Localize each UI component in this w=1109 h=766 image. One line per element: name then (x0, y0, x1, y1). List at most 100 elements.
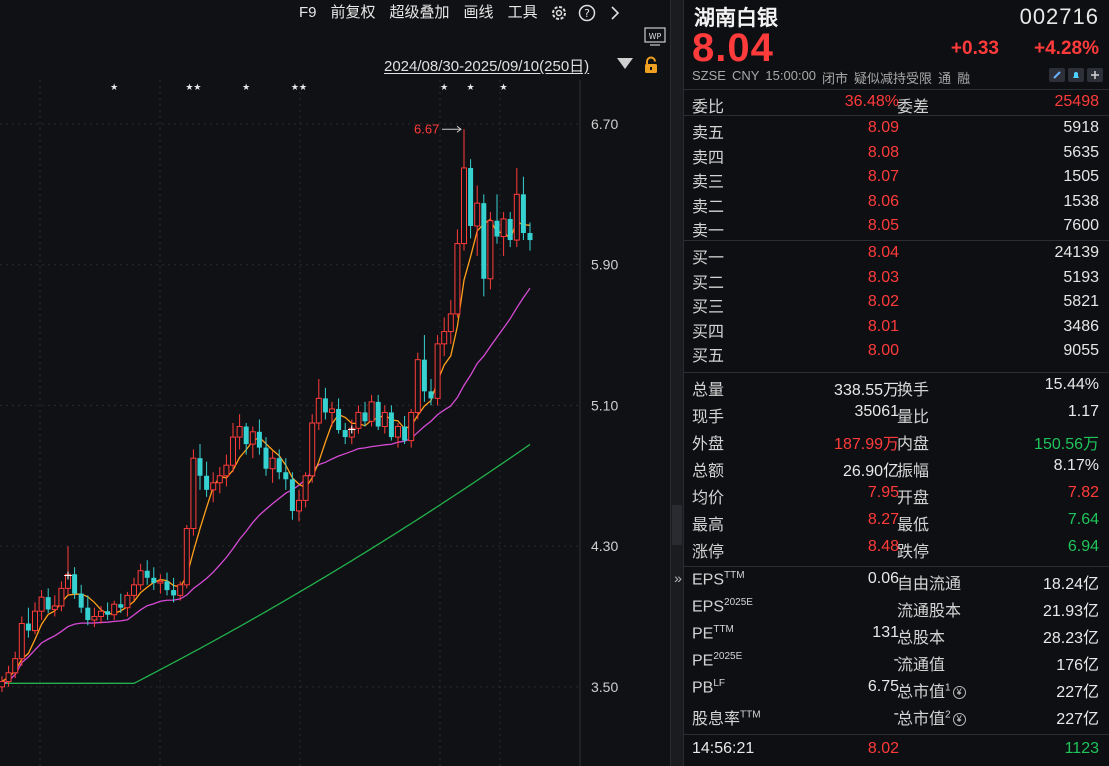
bid-row-4[interactable]: 买四 8.01 3486 (684, 315, 1109, 341)
candle-body (190, 457, 197, 530)
candle-body (447, 313, 454, 333)
collapse-handle[interactable] (672, 505, 682, 545)
ask-row-4[interactable]: 卖四 8.08 5635 (684, 141, 1109, 167)
candle-body (428, 391, 434, 399)
bid-row-5[interactable]: 买五 8.00 9055 (684, 339, 1109, 365)
star-mark: ★ (467, 83, 475, 93)
candle-body (474, 202, 481, 227)
ask-label: 卖五 (692, 125, 725, 142)
bid-price: 8.00 (867, 342, 899, 359)
candle-body (336, 408, 342, 431)
pencil-icon[interactable] (1049, 68, 1065, 82)
lock-icon[interactable] (642, 56, 660, 74)
candle-body (289, 479, 295, 511)
stat-label: 最低 (897, 517, 930, 534)
y-tick-label: 3.50 (591, 679, 618, 695)
candle-body (151, 577, 157, 584)
ask-price: 8.07 (867, 168, 899, 185)
expand-arrow-icon[interactable]: » (674, 570, 682, 586)
fundamental-value: - (893, 651, 899, 668)
quote-time: 15:00:00 (765, 68, 817, 83)
restriction-badge: 疑似减持受限 (854, 71, 933, 86)
candle-body (216, 475, 223, 484)
bid-label: 买五 (692, 348, 725, 365)
fundamental-row: EPS2025E 流通股本 21.93亿 (684, 594, 1109, 621)
ask-price: 8.05 (867, 217, 899, 234)
stat-label: 内盘 (897, 436, 930, 453)
bid-price: 8.03 (867, 268, 899, 286)
candle-body (171, 590, 177, 596)
yuan-circle-icon: ¥ (952, 686, 966, 699)
bid-volume: 3486 (1063, 317, 1099, 335)
candle-body (355, 411, 362, 429)
quote-info-line: SZSE CNY 15:00:00 闭市 疑似减持受限 通 融 (692, 68, 970, 87)
kline-chart-pane[interactable]: F9 前复权 超级叠加 画线 工具 ? WP 2024/08/30-2025/0… (0, 0, 672, 766)
pane-divider[interactable] (670, 0, 684, 766)
toolbar-overlay-button[interactable]: 超级叠加 (389, 4, 450, 21)
ask-label: 卖二 (692, 198, 725, 216)
stat-value: 7.64 (1067, 511, 1099, 528)
candle-body (461, 167, 467, 245)
candle-body (78, 593, 84, 608)
chevron-right-icon[interactable] (604, 2, 626, 24)
candle-body (223, 464, 230, 477)
range-dropdown-icon[interactable] (617, 58, 633, 69)
wp-icon[interactable]: WP (644, 27, 666, 47)
add-watchlist-icon[interactable] (1087, 68, 1103, 82)
bid-row-1[interactable]: 买一 8.04 24139 (684, 241, 1109, 267)
toolbar-adjust-button[interactable]: 前复权 (330, 4, 376, 21)
toolbar-f9-button[interactable]: F9 (299, 4, 317, 21)
ask-row-1[interactable]: 卖一 8.05 7600 (684, 214, 1109, 240)
bid-label: 买三 (692, 299, 725, 316)
margin-badge: 融 (957, 71, 971, 86)
candle-body (276, 458, 282, 473)
candle-body (111, 603, 118, 616)
fundamental-row: EPSTTM 0.06 自由流通 18.24亿 (684, 567, 1109, 594)
candle-body (434, 343, 441, 399)
candle-body (414, 359, 421, 413)
candle-body (177, 584, 184, 596)
ask-row-5[interactable]: 卖五 8.09 5918 (684, 116, 1109, 142)
candle-body (507, 218, 513, 241)
bid-row-2[interactable]: 买二 8.03 5193 (684, 266, 1109, 292)
tick-volume: 1123 (1064, 740, 1099, 757)
bid-price: 8.02 (867, 293, 899, 310)
candle-body (45, 597, 51, 610)
candle-body (197, 458, 203, 476)
bid-row-3[interactable]: 买三 8.02 5821 (684, 290, 1109, 316)
tick-time: 14:56:21 (692, 740, 755, 757)
candle-body (454, 243, 461, 315)
fundamental-row: 股息率TTM - 总市值2 ¥ 227亿 (684, 702, 1109, 729)
bell-icon[interactable] (1068, 68, 1084, 82)
fundamental-value: - (893, 705, 899, 722)
stat-label: 外盘 (692, 436, 725, 453)
candle-body (421, 359, 427, 392)
fundamental-value: 227亿 (1056, 711, 1099, 728)
fundamental-value: 176亿 (1056, 657, 1099, 674)
stat-value: 8.48 (867, 538, 899, 555)
help-icon[interactable]: ? (576, 2, 598, 24)
ask-price: 8.09 (867, 119, 899, 136)
candle-body (468, 167, 474, 226)
stats-row: 总量 338.55万 换手 15.44% (684, 373, 1109, 400)
date-range-label[interactable]: 2024/08/30-2025/09/10(250日) (384, 58, 590, 75)
stats-row: 最高 8.27 最低 7.64 (684, 508, 1109, 535)
ask-label: 卖四 (692, 149, 725, 167)
stat-label: 最高 (692, 517, 725, 534)
ask-row-2[interactable]: 卖二 8.06 1538 (684, 190, 1109, 216)
toolbar-draw-button[interactable]: 画线 (463, 4, 494, 21)
candle-body (72, 574, 78, 594)
stats-section: 总量 338.55万 换手 15.44% 现手 35061 量比 1.17 外盘 187.99… (684, 372, 1109, 562)
stat-value: 26.90亿 (842, 463, 899, 480)
kline-chart[interactable]: 6.705.905.104.303.50★ ★★ ★ ★★ ★ ★ ★++6.67 (0, 80, 670, 766)
fundamental-value: 21.93亿 (1042, 603, 1099, 620)
gear-icon[interactable] (548, 2, 570, 24)
candle-body (302, 475, 309, 501)
bid-volume: 5821 (1063, 293, 1099, 310)
stat-label: 开盘 (897, 490, 930, 507)
toolbar-tools-button[interactable]: 工具 (507, 4, 538, 21)
star-mark: ★★ (185, 83, 201, 93)
ask-row-3[interactable]: 卖三 8.07 1505 (684, 165, 1109, 191)
candle-body (58, 587, 65, 607)
candle-body (315, 397, 322, 424)
